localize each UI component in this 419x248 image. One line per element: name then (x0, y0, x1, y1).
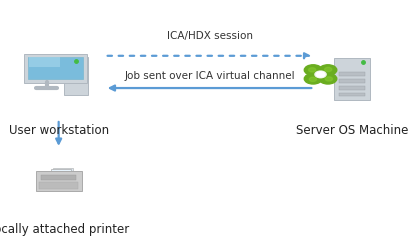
Circle shape (308, 68, 316, 72)
Text: ICA/HDX session: ICA/HDX session (166, 31, 253, 41)
FancyBboxPatch shape (36, 171, 82, 191)
FancyBboxPatch shape (339, 79, 365, 83)
Text: Locally attached printer: Locally attached printer (0, 223, 129, 236)
FancyBboxPatch shape (41, 175, 76, 180)
FancyBboxPatch shape (24, 54, 87, 83)
Circle shape (325, 67, 332, 72)
Circle shape (309, 77, 316, 82)
Circle shape (304, 65, 322, 75)
FancyBboxPatch shape (28, 58, 83, 79)
Circle shape (304, 74, 322, 84)
Circle shape (315, 71, 326, 78)
FancyBboxPatch shape (39, 182, 78, 189)
Text: Server OS Machine: Server OS Machine (296, 124, 408, 137)
FancyBboxPatch shape (339, 72, 365, 76)
Circle shape (325, 77, 333, 81)
FancyBboxPatch shape (339, 93, 365, 96)
FancyBboxPatch shape (64, 57, 88, 95)
Text: User workstation: User workstation (9, 124, 109, 137)
Circle shape (316, 72, 325, 77)
FancyBboxPatch shape (54, 168, 73, 180)
Circle shape (319, 65, 337, 75)
FancyBboxPatch shape (29, 57, 60, 67)
FancyBboxPatch shape (334, 58, 370, 100)
FancyBboxPatch shape (51, 169, 70, 181)
Circle shape (319, 74, 337, 84)
Text: Job sent over ICA virtual channel: Job sent over ICA virtual channel (124, 71, 295, 81)
FancyBboxPatch shape (339, 86, 365, 90)
